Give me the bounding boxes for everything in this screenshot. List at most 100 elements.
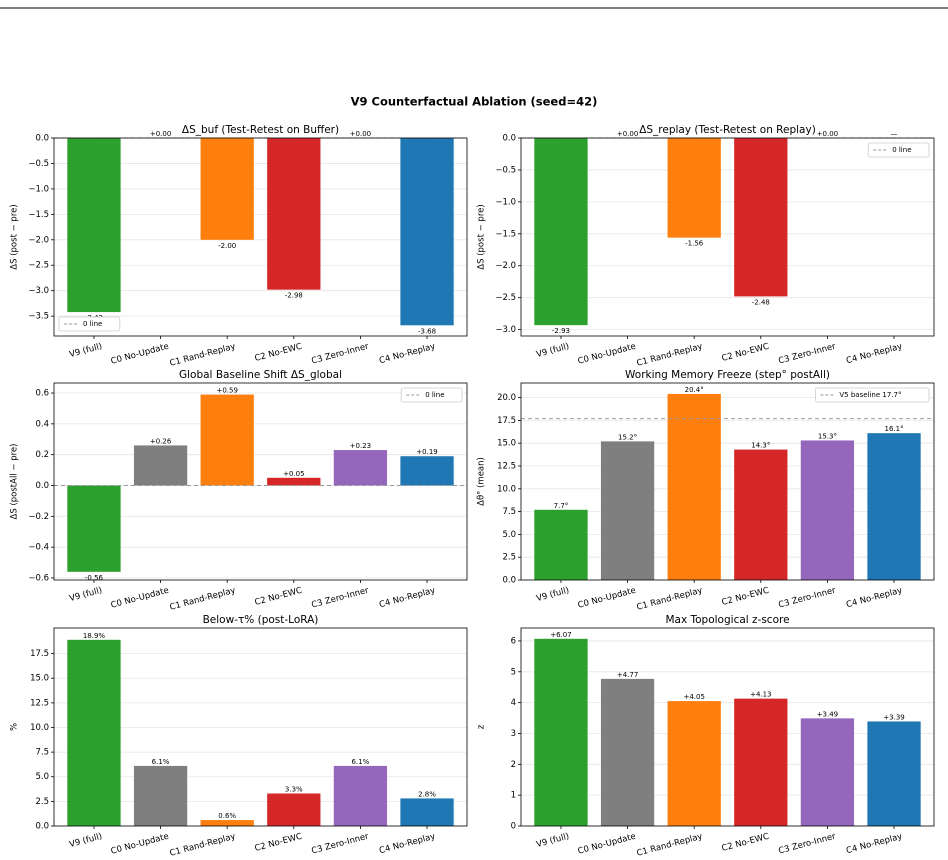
y-tick-label: 0.2 [35, 450, 49, 460]
y-tick-label: 0.0 [35, 134, 49, 144]
bar [734, 449, 788, 580]
value-label: 3.3% [285, 785, 303, 793]
bar [67, 485, 121, 572]
y-tick-label: 10.0 [497, 484, 516, 494]
bar [734, 698, 788, 826]
legend-box [58, 316, 121, 332]
y-tick-label: 20.0 [497, 393, 516, 403]
y-tick-label: −1.5 [495, 229, 516, 239]
value-label: 15.3° [818, 432, 837, 440]
plot-area [521, 628, 934, 826]
y-tick-label: −0.6 [28, 573, 49, 583]
bar [867, 721, 921, 826]
chart-title: Global Baseline Shift ΔS_global [179, 369, 342, 381]
bar [400, 798, 454, 826]
value-label: +0.00 [350, 130, 371, 138]
y-axis-label: Δθ° (mean) [477, 457, 487, 506]
y-tick-label: −3.5 [28, 312, 49, 322]
y-axis-label: z [477, 724, 487, 729]
y-tick-label: −3.0 [495, 325, 516, 335]
chart-title: Working Memory Freeze (step° postAll) [625, 369, 830, 381]
y-tick-label: 15.0 [497, 439, 516, 449]
value-label: -1.56 [685, 240, 704, 248]
value-label: +6.07 [550, 631, 571, 639]
value-label: — [891, 130, 898, 138]
y-tick-label: 17.5 [30, 649, 49, 659]
legend-box [815, 387, 930, 403]
chart-title: ΔS_replay (Test-Retest on Replay) [639, 124, 816, 136]
bar [400, 138, 454, 326]
value-label: 2.8% [418, 790, 436, 798]
value-label: +3.39 [883, 713, 904, 721]
figure-title: V9 Counterfactual Ablation (seed=42) [351, 95, 598, 109]
y-tick-label: 2 [511, 760, 516, 770]
y-tick-label: 5 [511, 667, 516, 677]
y-tick-label: 0.0 [35, 481, 49, 491]
value-label: -2.98 [285, 292, 303, 300]
value-label: +4.05 [683, 693, 704, 701]
bar [400, 456, 454, 486]
bar [800, 718, 855, 826]
value-label: +4.77 [617, 671, 638, 679]
y-tick-label: 6 [511, 636, 516, 646]
bar [133, 445, 188, 486]
bar [200, 138, 254, 240]
y-tick-label: −0.2 [28, 512, 49, 522]
value-label: 15.2° [618, 433, 637, 441]
y-tick-label: 5.0 [35, 772, 49, 782]
bar [534, 509, 588, 580]
bar [867, 433, 921, 580]
y-tick-label: −0.5 [28, 159, 49, 169]
bar [133, 765, 188, 826]
bar [267, 138, 321, 290]
plot-area [521, 138, 934, 336]
y-tick-label: 7.5 [502, 507, 516, 517]
value-label: +0.26 [150, 437, 172, 445]
bar [333, 765, 388, 826]
y-tick-label: −0.4 [28, 543, 49, 553]
y-tick-label: 12.5 [30, 698, 49, 708]
y-tick-label: 15.0 [30, 674, 49, 684]
value-label: -3.68 [418, 327, 436, 335]
y-tick-label: 10.0 [30, 723, 49, 733]
value-label: 16.1° [884, 425, 903, 433]
y-axis-label: ΔS (postAll − pre) [10, 444, 20, 520]
value-label: 0.6% [218, 812, 236, 820]
bar [333, 450, 388, 486]
y-tick-label: 2.5 [35, 797, 49, 807]
y-tick-label: −2.0 [28, 235, 49, 245]
value-label: +0.19 [416, 448, 437, 456]
axes-frame [53, 137, 468, 337]
y-tick-label: 12.5 [497, 461, 516, 471]
y-tick-label: −2.5 [495, 293, 516, 303]
y-tick-label: 0.4 [35, 419, 49, 429]
bar [267, 477, 321, 486]
value-label: +4.13 [750, 691, 771, 699]
value-label: +0.59 [216, 387, 237, 395]
y-tick-label: −2.0 [495, 261, 516, 271]
y-tick-label: −1.0 [495, 197, 516, 207]
axes-frame [53, 627, 468, 827]
value-label: +0.00 [150, 130, 171, 138]
y-tick-label: 3 [511, 729, 516, 739]
plot-area [521, 383, 934, 580]
value-label: 20.4° [685, 386, 704, 394]
y-axis-label: ΔS (post − pre) [10, 204, 20, 269]
legend-label: 0 line [425, 391, 444, 399]
plot-area [54, 628, 467, 826]
legend-box [867, 142, 930, 158]
y-tick-label: 0 [511, 822, 516, 832]
y-tick-label: −1.0 [28, 184, 49, 194]
axes-frame [520, 137, 935, 337]
bar [734, 138, 788, 297]
bar [67, 138, 121, 313]
bar [67, 639, 121, 826]
bar [534, 638, 588, 826]
bar [667, 138, 721, 238]
y-tick-label: −1.5 [28, 210, 49, 220]
y-tick-label: 0.0 [502, 576, 516, 586]
legend-label: 0 line [892, 146, 911, 154]
y-tick-label: 7.5 [35, 748, 49, 758]
bar [600, 441, 655, 580]
